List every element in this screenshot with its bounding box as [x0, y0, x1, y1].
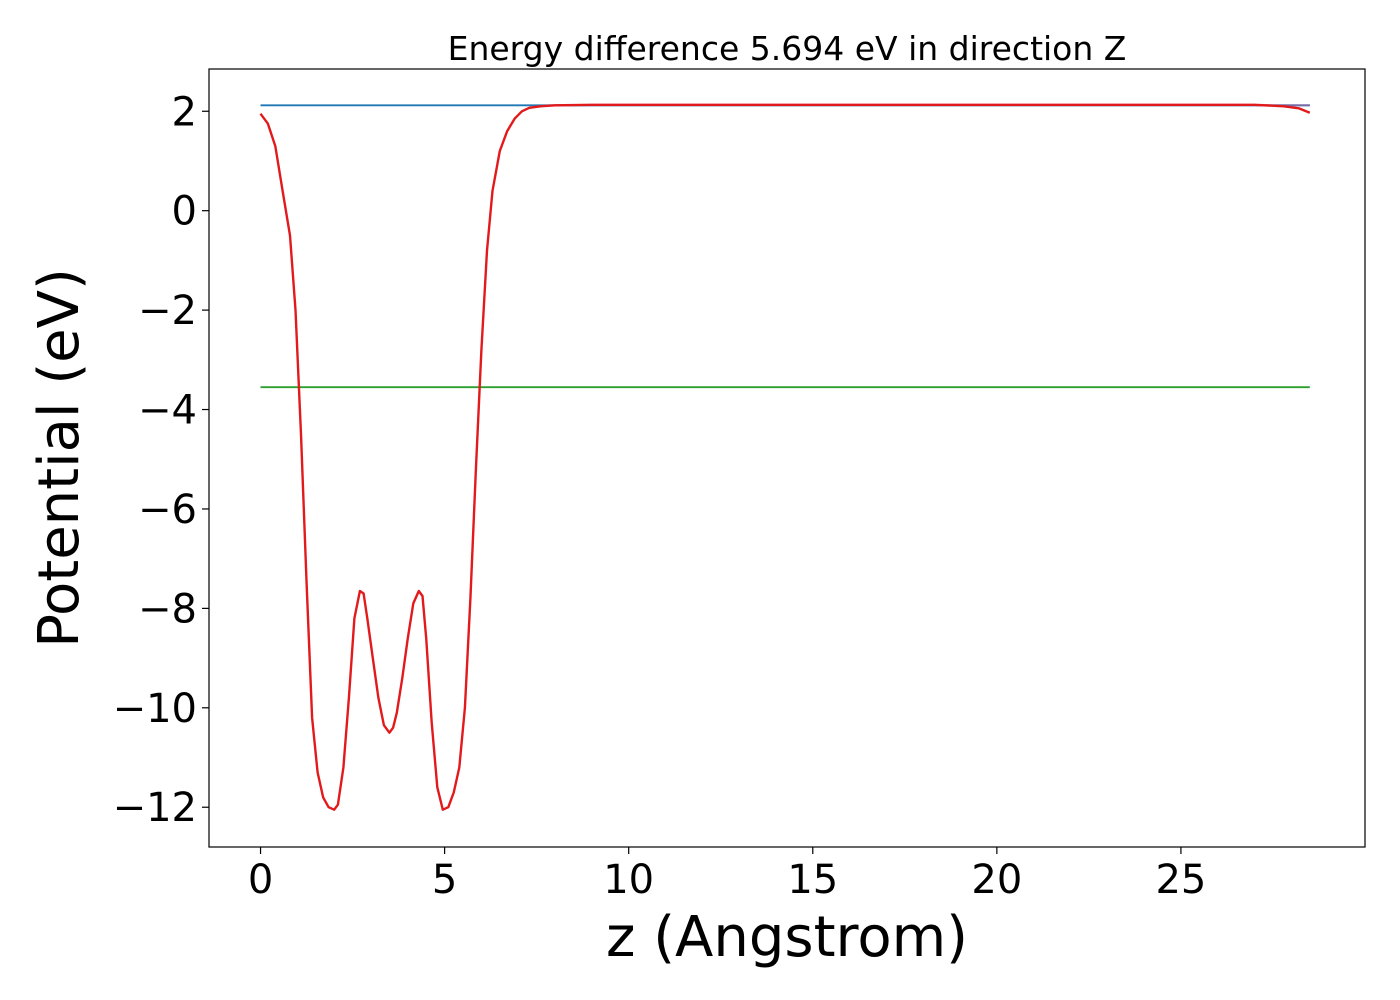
y-tick-label: −4 — [138, 388, 197, 434]
x-tick-label: 5 — [432, 857, 457, 903]
y-tick-label: 2 — [172, 89, 197, 135]
y-ticks: 2 0 −2 −4 −6 −8 −10 −12 — [113, 89, 209, 831]
series-layer — [259, 103, 1311, 811]
series-line-3 — [259, 103, 1311, 811]
x-tick-label: 0 — [248, 857, 273, 903]
y-axis-label: Potential (eV) — [27, 268, 92, 648]
x-tick-label: 20 — [971, 857, 1022, 903]
y-tick-label: −8 — [138, 586, 197, 632]
x-tick-label: 10 — [603, 857, 654, 903]
x-axis-label: z (Angstrom) — [606, 905, 968, 970]
y-tick-label: −6 — [138, 487, 197, 533]
y-tick-label: −10 — [113, 686, 197, 732]
x-tick-label: 25 — [1155, 857, 1206, 903]
x-tick-label: 15 — [787, 857, 838, 903]
chart-title: Energy difference 5.694 eV in direction … — [448, 29, 1127, 68]
plot-background — [209, 69, 1365, 847]
y-tick-label: 0 — [172, 189, 197, 235]
x-ticks: 0 5 10 15 20 25 — [248, 847, 1206, 903]
y-tick-label: −12 — [113, 785, 197, 831]
y-tick-label: −2 — [138, 288, 197, 334]
plot-frame — [208, 68, 1366, 848]
